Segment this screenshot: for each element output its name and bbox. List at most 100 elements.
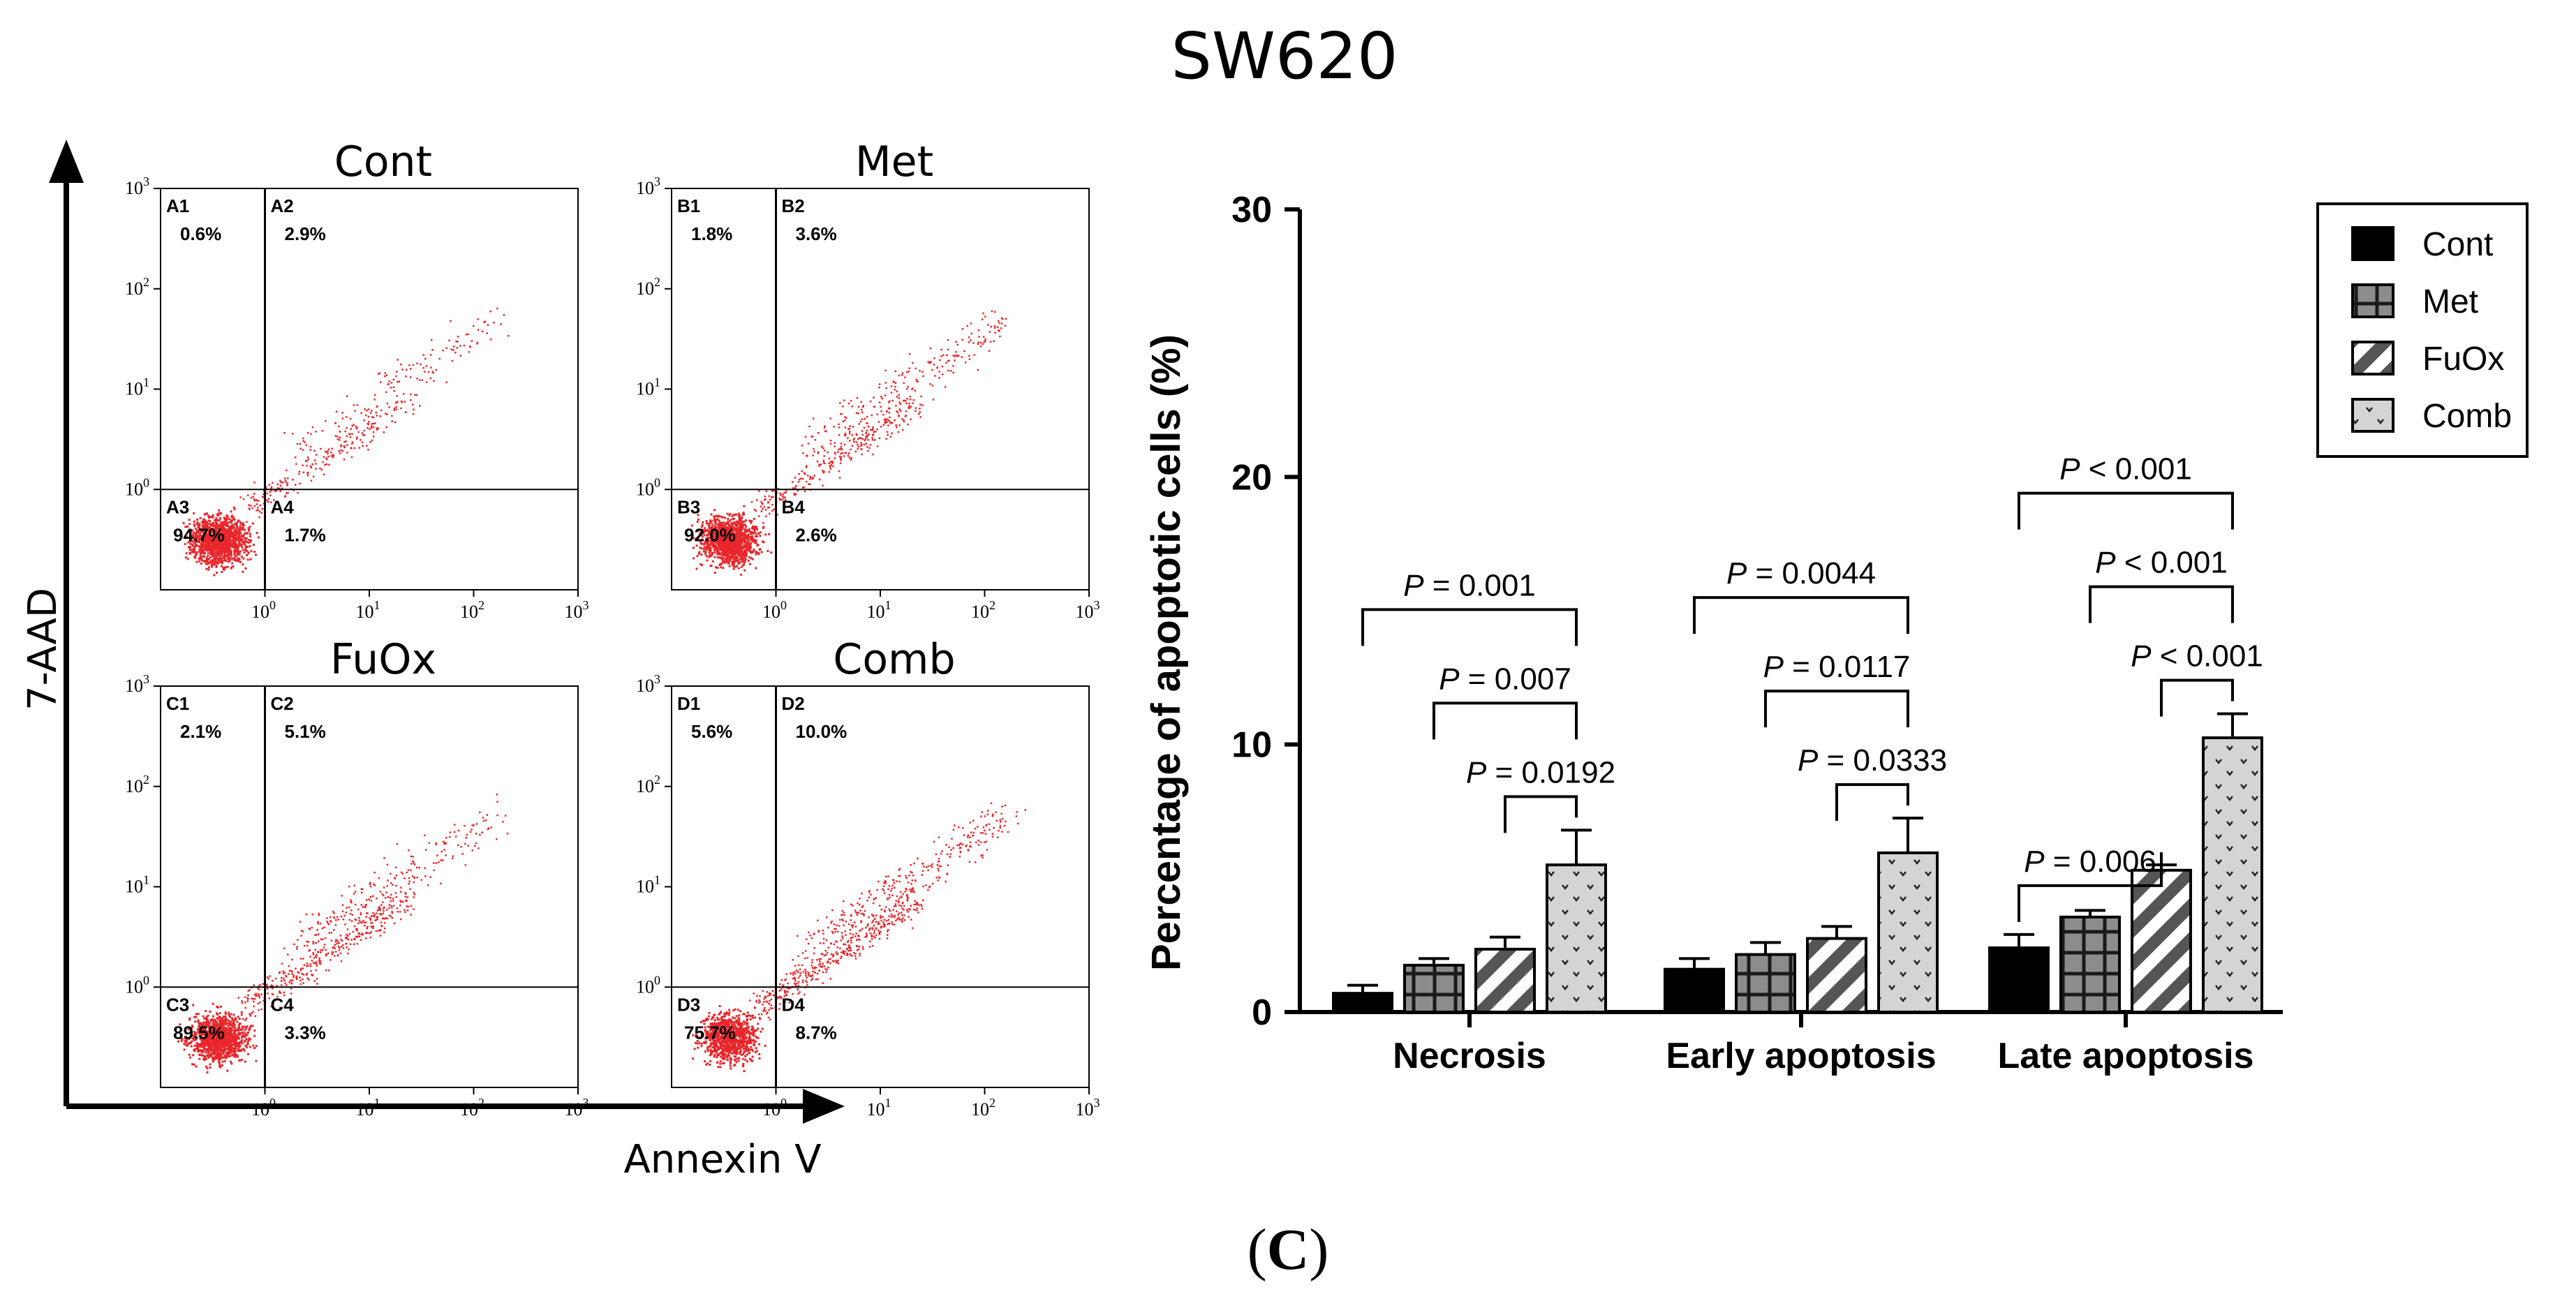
flow-dot bbox=[861, 418, 863, 420]
flow-dot bbox=[829, 468, 831, 470]
flow-dot bbox=[715, 541, 718, 544]
flow-dot bbox=[200, 1054, 202, 1057]
flow-dot bbox=[206, 512, 209, 515]
flow-dot bbox=[978, 336, 980, 338]
flow-dot bbox=[732, 559, 735, 562]
flow-dot bbox=[817, 452, 820, 454]
flow-dot bbox=[823, 470, 825, 473]
flow-dot bbox=[252, 1044, 255, 1047]
flow-dot bbox=[931, 369, 933, 371]
flow-dot bbox=[245, 1017, 248, 1020]
flow-dot bbox=[269, 494, 272, 496]
flow-dot bbox=[248, 1037, 251, 1040]
flow-dot bbox=[706, 547, 709, 550]
flow-dot bbox=[325, 450, 328, 453]
flow-dot bbox=[886, 431, 889, 433]
flow-dot bbox=[717, 542, 720, 544]
flow-dot bbox=[290, 993, 293, 995]
flow-dot bbox=[201, 1041, 203, 1043]
flow-dot bbox=[221, 1017, 224, 1020]
flow-dot bbox=[258, 988, 260, 991]
flow-dot bbox=[180, 1039, 183, 1042]
flow-dot bbox=[212, 1060, 214, 1063]
flow-dot bbox=[741, 559, 744, 562]
flow-dot bbox=[225, 1032, 228, 1034]
flow-dot bbox=[361, 432, 364, 434]
quadrant-percent: 1.8% bbox=[691, 223, 732, 244]
flow-dot bbox=[220, 528, 222, 530]
flow-dot bbox=[339, 952, 342, 955]
flow-dot bbox=[204, 560, 207, 563]
flow-dot bbox=[362, 920, 364, 922]
flow-dot bbox=[467, 845, 469, 847]
flow-dot bbox=[416, 378, 418, 380]
flow-dot bbox=[224, 523, 227, 526]
flow-dot bbox=[338, 942, 340, 944]
flow-dot bbox=[748, 556, 751, 558]
flow-dot bbox=[726, 543, 729, 546]
tick-base: 10 bbox=[356, 602, 374, 622]
y-tick-label: 103 bbox=[125, 174, 149, 198]
flow-dot bbox=[702, 530, 705, 533]
flow-dot bbox=[427, 371, 430, 373]
flow-dot bbox=[890, 385, 893, 387]
flow-dot bbox=[221, 561, 223, 564]
flow-dot bbox=[813, 450, 815, 453]
flow-dot bbox=[205, 1039, 207, 1042]
flow-dot bbox=[219, 551, 221, 554]
flow-dot bbox=[715, 547, 718, 550]
flow-dot bbox=[229, 545, 232, 548]
flow-dot bbox=[711, 543, 713, 546]
flow-dot bbox=[712, 528, 715, 530]
flow-dot bbox=[237, 535, 240, 537]
flow-dot bbox=[201, 1032, 204, 1035]
flow-dot bbox=[709, 547, 711, 549]
flow-dot bbox=[246, 997, 249, 999]
flow-dot bbox=[185, 1039, 188, 1042]
flow-dot bbox=[858, 423, 860, 425]
flow-dot bbox=[968, 355, 970, 357]
flow-dot bbox=[244, 1025, 246, 1028]
flow-dot bbox=[811, 436, 813, 438]
flow-dot bbox=[729, 547, 731, 549]
flow-dot bbox=[386, 413, 388, 415]
flow-dot bbox=[743, 553, 746, 556]
flow-dot bbox=[203, 548, 206, 551]
flow-dot bbox=[216, 544, 219, 547]
flow-dot bbox=[400, 901, 402, 903]
flow-dot bbox=[228, 555, 230, 558]
flow-dot bbox=[227, 1025, 230, 1027]
flow-dot bbox=[204, 1032, 207, 1034]
flow-dot bbox=[189, 538, 192, 541]
flow-dot bbox=[241, 1036, 243, 1039]
flow-dot bbox=[944, 386, 947, 388]
flow-dot bbox=[258, 516, 260, 519]
flow-dot bbox=[182, 522, 185, 525]
flow-dot bbox=[281, 487, 283, 489]
flow-dot bbox=[260, 512, 262, 514]
flow-dot bbox=[805, 480, 808, 483]
flow-dot bbox=[232, 1037, 235, 1040]
flow-dot bbox=[726, 512, 729, 515]
flow-dot bbox=[378, 913, 381, 915]
flow-dot bbox=[721, 533, 724, 535]
flow-dot bbox=[230, 551, 232, 553]
flow-dot bbox=[223, 537, 225, 540]
flow-dot bbox=[197, 1043, 200, 1046]
flow-dot bbox=[319, 923, 322, 925]
flow-dot bbox=[861, 411, 864, 414]
flow-dot bbox=[225, 531, 227, 534]
flow-dot bbox=[262, 983, 264, 985]
flow-dot bbox=[947, 369, 949, 372]
flow-dot bbox=[225, 531, 228, 534]
flow-dot bbox=[395, 402, 397, 404]
flow-dot bbox=[184, 543, 186, 546]
flow-dot bbox=[188, 540, 191, 543]
flow-dot bbox=[350, 920, 353, 922]
flow-dot bbox=[222, 1022, 225, 1025]
flow-dot bbox=[217, 562, 220, 565]
flow-dot bbox=[812, 417, 815, 419]
flow-dot bbox=[292, 479, 294, 481]
flow-dot bbox=[866, 435, 868, 437]
flow-dot bbox=[730, 525, 732, 528]
